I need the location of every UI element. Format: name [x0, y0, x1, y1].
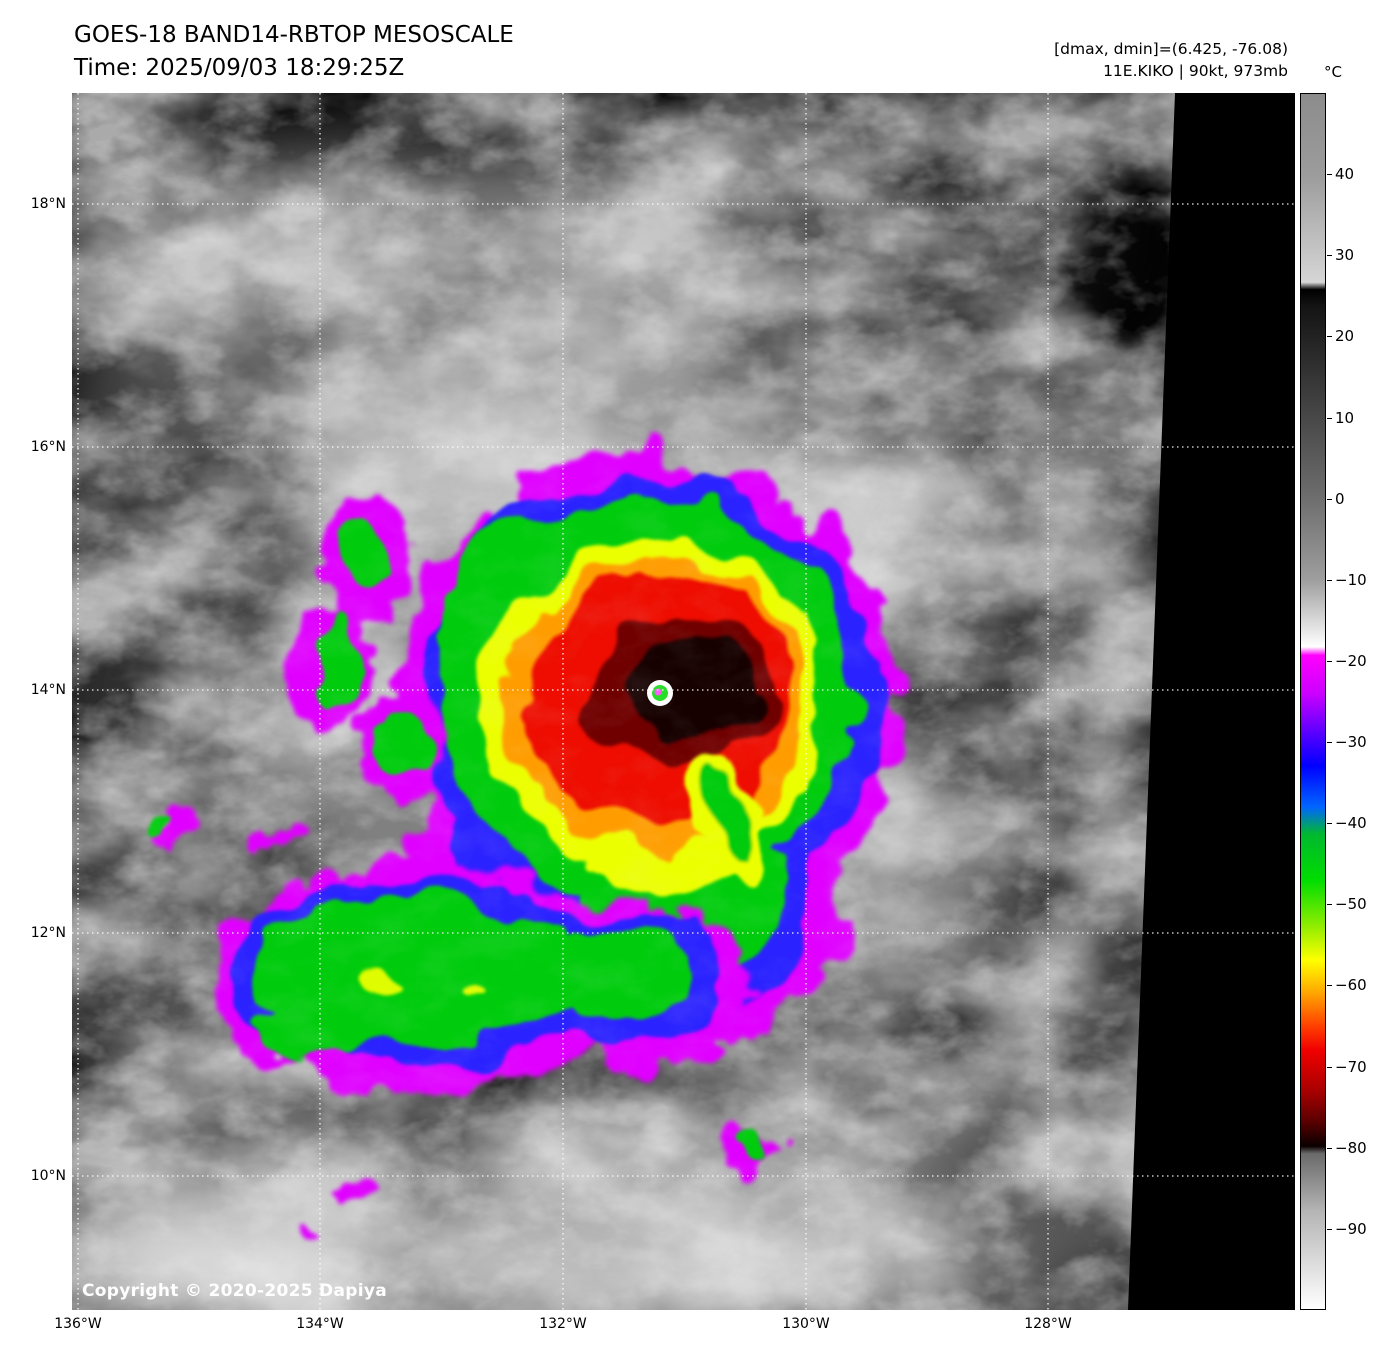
satellite-image	[72, 93, 1295, 1310]
colorbar-tick	[1327, 661, 1332, 663]
page-title: GOES-18 BAND14-RBTOP MESOSCALE	[74, 22, 514, 48]
colorbar-tick-label: 0	[1335, 490, 1345, 508]
lat-label-18n: 18°N	[30, 196, 66, 212]
storm-info: 11E.KIKO | 90kt, 973mb	[1103, 62, 1288, 80]
colorbar-tick	[1327, 742, 1332, 744]
header-left: GOES-18 BAND14-RBTOP MESOSCALE Time: 202…	[74, 22, 514, 81]
lat-label-16n: 16°N	[30, 439, 66, 455]
colorbar-tick	[1327, 1148, 1332, 1150]
colorbar-tick	[1327, 1067, 1332, 1069]
colorbar-tick-label: 30	[1335, 246, 1355, 264]
colorbar-tick-label: −40	[1335, 814, 1367, 832]
header-right: [dmax, dmin]=(6.425, -76.08) 11E.KIKO | …	[1054, 38, 1288, 82]
lat-label-12n: 12°N	[30, 925, 66, 941]
colorbar-tick-label: −50	[1335, 895, 1367, 913]
no-data-wedge	[1128, 93, 1295, 1310]
lon-label-136w: 136°W	[54, 1316, 102, 1332]
timestamp: Time: 2025/09/03 18:29:25Z	[74, 55, 405, 81]
lon-label-130w: 130°W	[782, 1316, 830, 1332]
colorbar-tick-label: 20	[1335, 327, 1355, 345]
colorbar-tick-label: −80	[1335, 1139, 1367, 1157]
colorbar-tick	[1327, 904, 1332, 906]
lon-label-128w: 128°W	[1024, 1316, 1072, 1332]
colorbar-tick-label: −60	[1335, 976, 1367, 994]
colorbar-tick	[1327, 336, 1332, 338]
texture-overlay	[72, 93, 1295, 1310]
colorbar-tick	[1327, 580, 1332, 582]
colorbar-tick-label: −70	[1335, 1058, 1367, 1076]
dmax-dmin-readout: [dmax, dmin]=(6.425, -76.08)	[1054, 40, 1288, 58]
colorbar-tick	[1327, 985, 1332, 987]
gridlines	[72, 93, 1295, 1310]
copyright-text: Copyright © 2020-2025 Dapiya	[82, 1281, 387, 1301]
lon-label-134w: 134°W	[296, 1316, 344, 1332]
colorbar-tick-label: 10	[1335, 409, 1355, 427]
colorbar-tick	[1327, 418, 1332, 420]
colorbar-tick-label: −10	[1335, 571, 1367, 589]
colorbar-tick-label: −30	[1335, 733, 1367, 751]
satellite-canvas	[72, 93, 1295, 1310]
lat-label-14n: 14°N	[30, 682, 66, 698]
lon-label-132w: 132°W	[539, 1316, 587, 1332]
colorbar-tick	[1327, 1229, 1332, 1231]
colorbar-tick-label: −90	[1335, 1220, 1367, 1238]
colorbar-unit-label: °C	[1324, 63, 1342, 81]
colorbar-tick	[1327, 174, 1332, 176]
colorbar-tick	[1327, 499, 1332, 501]
colorbar-tick	[1327, 255, 1332, 257]
colorbar	[1300, 93, 1326, 1310]
colorbar-tick	[1327, 823, 1332, 825]
lat-label-10n: 10°N	[30, 1168, 66, 1184]
colorbar-tick-label: 40	[1335, 165, 1355, 183]
colorbar-tick-label: −20	[1335, 652, 1367, 670]
